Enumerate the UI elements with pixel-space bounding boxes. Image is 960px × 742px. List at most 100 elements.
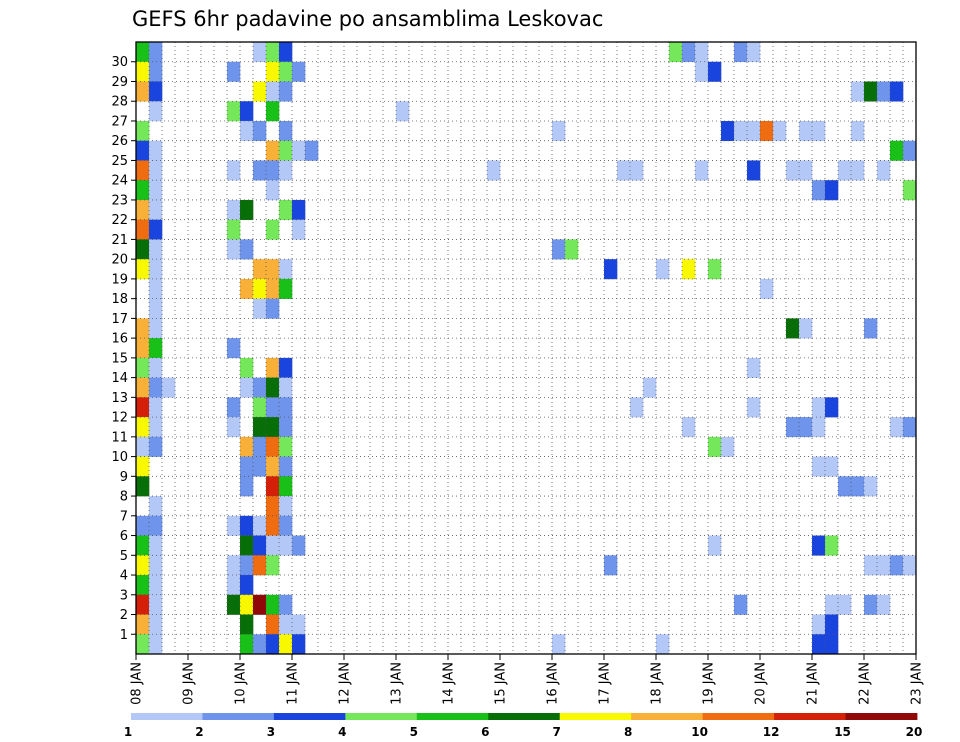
heatmap-cell-98 bbox=[656, 259, 670, 280]
heatmap-cell-50 bbox=[305, 140, 319, 161]
heatmap-cell-171 bbox=[266, 476, 280, 497]
heatmap-cell-222 bbox=[877, 594, 891, 615]
heatmap-cell-168 bbox=[825, 456, 839, 477]
legend-label: 15 bbox=[834, 725, 851, 739]
heatmap-cell-218 bbox=[734, 594, 748, 615]
heatmap-cell-188 bbox=[240, 535, 254, 556]
legend-swatch bbox=[273, 713, 346, 720]
heatmap-cell-210 bbox=[240, 575, 254, 596]
y-tick-label: 15 bbox=[111, 351, 128, 366]
heatmap-cell-160 bbox=[708, 436, 722, 457]
y-tick-label: 20 bbox=[111, 253, 128, 268]
heatmap-cell-179 bbox=[136, 515, 150, 536]
legend-label: 1 bbox=[124, 725, 132, 739]
heatmap-cell-79 bbox=[279, 199, 293, 220]
heatmap-cell-173 bbox=[838, 476, 852, 497]
legend-swatch bbox=[202, 713, 275, 720]
y-tick-label: 7 bbox=[120, 509, 128, 524]
heatmap-cell-68 bbox=[877, 160, 891, 181]
heatmap-cell-101 bbox=[149, 278, 163, 299]
heatmap-cell-154 bbox=[136, 436, 150, 457]
legend-swatch bbox=[845, 713, 918, 720]
heatmap-cell-27 bbox=[149, 101, 163, 122]
heatmap-cell-51 bbox=[890, 140, 904, 161]
heatmap-cell-220 bbox=[838, 594, 852, 615]
legend-label: 6 bbox=[481, 725, 489, 739]
heatmap-cell-132 bbox=[136, 397, 150, 418]
plot-frame bbox=[135, 41, 917, 655]
chart-title: GEFS 6hr padavine po ansamblima Leskovac bbox=[132, 7, 603, 31]
heatmap-cell-162 bbox=[136, 456, 150, 477]
heatmap-cell-26 bbox=[890, 81, 904, 102]
heatmap-cell-123 bbox=[747, 357, 761, 378]
legend-label: 10 bbox=[691, 725, 708, 739]
heatmap-cell-195 bbox=[825, 535, 839, 556]
heatmap-cell-183 bbox=[253, 515, 267, 536]
heatmap-cell-234 bbox=[253, 634, 267, 655]
heatmap-cell-161 bbox=[721, 436, 735, 457]
heatmap-cell-233 bbox=[240, 634, 254, 655]
heatmap-cell-193 bbox=[708, 535, 722, 556]
heatmap-cell-150 bbox=[799, 417, 813, 438]
heatmap-cell-130 bbox=[279, 377, 293, 398]
heatmap-cell-64 bbox=[786, 160, 800, 181]
heatmap-cell-146 bbox=[266, 417, 280, 438]
heatmap-cell-224 bbox=[149, 614, 163, 635]
heatmap-cell-164 bbox=[253, 456, 267, 477]
y-tick-label: 1 bbox=[120, 628, 128, 643]
heatmap-cell-117 bbox=[227, 338, 241, 359]
heatmap-cell-9 bbox=[747, 42, 761, 63]
heatmap-cell-31 bbox=[396, 101, 410, 122]
heatmap-cell-239 bbox=[656, 634, 670, 655]
heatmap-cell-235 bbox=[266, 634, 280, 655]
legend-swatch bbox=[774, 713, 846, 720]
heatmap-cell-221 bbox=[864, 594, 878, 615]
heatmap-cell-111 bbox=[149, 318, 163, 339]
heatmap-cell-120 bbox=[240, 357, 254, 378]
heatmap-cell-14 bbox=[279, 61, 293, 82]
heatmap-cell-57 bbox=[266, 160, 280, 181]
heatmap-cell-114 bbox=[864, 318, 878, 339]
heatmap-cell-226 bbox=[266, 614, 280, 635]
y-tick-label: 13 bbox=[111, 391, 128, 406]
y-tick-label: 27 bbox=[111, 114, 128, 129]
heatmap-cell-93 bbox=[149, 259, 163, 280]
heatmap-cell-46 bbox=[149, 140, 163, 161]
heatmap-cell-104 bbox=[266, 278, 280, 299]
heatmap-cell-59 bbox=[487, 160, 501, 181]
heatmap-cell-240 bbox=[812, 634, 826, 655]
heatmap-cell-217 bbox=[279, 594, 293, 615]
x-tick-label: 15 JAN bbox=[494, 662, 509, 705]
y-tick-label: 28 bbox=[111, 95, 128, 110]
heatmap-cell-105 bbox=[279, 278, 293, 299]
heatmap-cell-29 bbox=[240, 101, 254, 122]
heatmap-cell-141 bbox=[825, 397, 839, 418]
heatmap-cell-84 bbox=[266, 219, 280, 240]
heatmap-cell-112 bbox=[786, 318, 800, 339]
heatmap-cell-145 bbox=[253, 417, 267, 438]
heatmap-cell-2 bbox=[253, 42, 267, 63]
heatmap-cell-107 bbox=[149, 298, 163, 319]
y-tick-label: 6 bbox=[120, 529, 128, 544]
heatmap-cell-15 bbox=[292, 61, 306, 82]
heatmap-cell-143 bbox=[149, 417, 163, 438]
heatmap-cell-156 bbox=[240, 436, 254, 457]
heatmap-cell-180 bbox=[149, 515, 163, 536]
heatmap-cell-94 bbox=[253, 259, 267, 280]
heatmap-cell-198 bbox=[227, 555, 241, 576]
x-tick-label: 11 JAN bbox=[286, 662, 301, 705]
heatmap-cell-36 bbox=[552, 120, 566, 142]
heatmap-cell-53 bbox=[136, 160, 150, 181]
heatmap-cell-115 bbox=[136, 338, 150, 359]
x-tick-label: 17 JAN bbox=[598, 662, 613, 705]
heatmap-cell-213 bbox=[227, 594, 241, 615]
heatmap-cell-116 bbox=[149, 338, 163, 359]
heatmap-cell-138 bbox=[630, 397, 644, 418]
heatmap-cell-10 bbox=[136, 61, 150, 82]
heatmap-cell-223 bbox=[136, 614, 150, 635]
legend-swatch bbox=[131, 713, 203, 720]
heatmap-cell-34 bbox=[253, 120, 267, 142]
heatmap-cell-207 bbox=[136, 575, 150, 596]
heatmap-cell-192 bbox=[292, 535, 306, 556]
